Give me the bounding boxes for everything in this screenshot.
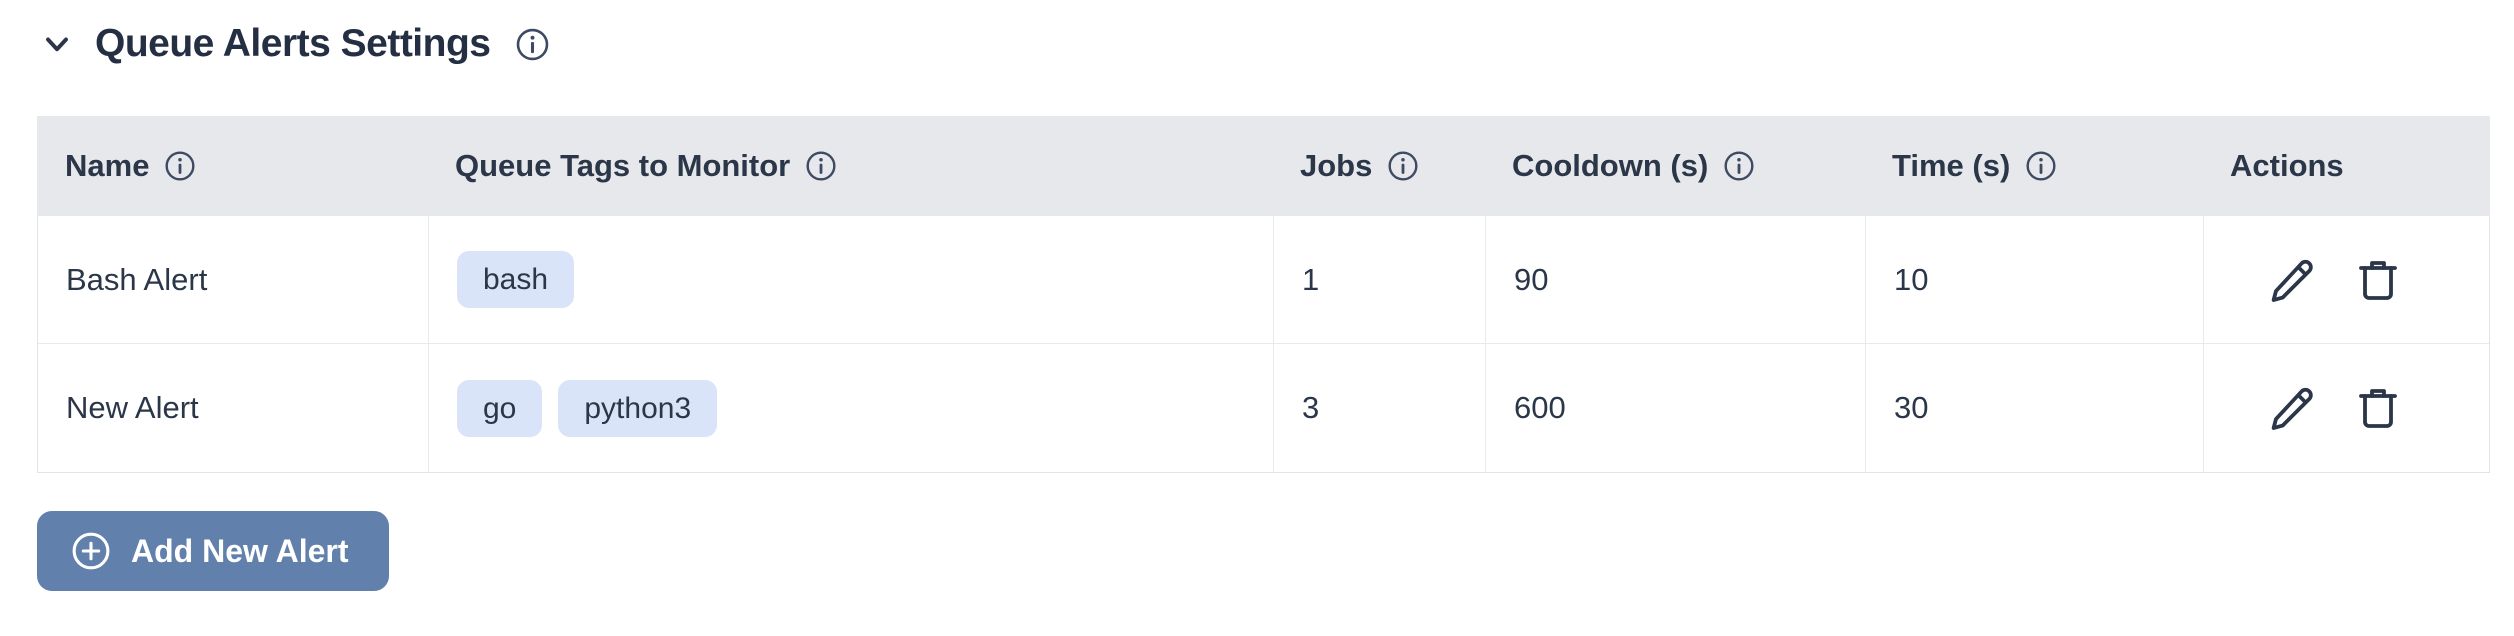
info-icon[interactable] xyxy=(804,149,838,183)
queue-tag: python3 xyxy=(558,379,718,437)
alert-name-cell: Bash Alert xyxy=(66,261,208,297)
queue-tag: bash xyxy=(457,251,575,308)
jobs-cell: 1 xyxy=(1273,216,1485,343)
chevron-down-icon[interactable] xyxy=(39,26,75,62)
plus-circle-icon xyxy=(69,529,113,573)
section-title: Queue Alerts Settings xyxy=(95,22,491,65)
add-new-alert-label: Add New Alert xyxy=(131,532,349,569)
delete-button[interactable] xyxy=(2354,384,2402,432)
column-header-queue-tags: Queue Tags to Monitor xyxy=(427,148,1272,184)
delete-button[interactable] xyxy=(2354,256,2402,304)
cooldown-cell: 600 xyxy=(1485,344,1865,472)
column-header-actions: Actions xyxy=(2202,148,2490,184)
queue-alerts-table: Name Queue Tags to Monitor Jobs Cooldown… xyxy=(37,116,2490,473)
info-icon[interactable] xyxy=(1722,149,1756,183)
actions-cell xyxy=(2203,216,2489,343)
info-icon[interactable] xyxy=(514,26,551,63)
table-row: New Alert go python3 3 600 30 xyxy=(38,344,2489,472)
section-header: Queue Alerts Settings xyxy=(39,20,2514,68)
add-new-alert-button[interactable]: Add New Alert xyxy=(37,511,389,591)
time-cell: 30 xyxy=(1865,344,2203,472)
jobs-cell: 3 xyxy=(1273,344,1485,472)
info-icon[interactable] xyxy=(163,149,197,183)
column-header-label: Actions xyxy=(2230,148,2344,183)
pencil-icon xyxy=(2268,256,2316,304)
table-row: Bash Alert bash 1 90 10 xyxy=(38,216,2489,344)
queue-tags-cell: go python3 xyxy=(428,344,1273,472)
trash-icon xyxy=(2354,384,2402,432)
info-icon[interactable] xyxy=(1386,149,1420,183)
trash-icon xyxy=(2354,256,2402,304)
pencil-icon xyxy=(2268,384,2316,432)
table-body: Bash Alert bash 1 90 10 xyxy=(37,216,2490,473)
table-header-row: Name Queue Tags to Monitor Jobs Cooldown… xyxy=(37,116,2490,216)
alert-name-cell: New Alert xyxy=(66,390,199,425)
column-header-label: Name xyxy=(65,148,150,183)
queue-tag: go xyxy=(457,379,543,437)
column-header-jobs: Jobs xyxy=(1272,148,1484,184)
cooldown-cell: 90 xyxy=(1485,216,1865,343)
actions-cell xyxy=(2203,344,2489,472)
edit-button[interactable] xyxy=(2268,256,2316,304)
time-cell: 10 xyxy=(1865,216,2203,343)
column-header-name: Name xyxy=(37,148,427,184)
edit-button[interactable] xyxy=(2268,384,2316,432)
column-header-cooldown: Cooldown (s) xyxy=(1484,148,1864,184)
column-header-label: Cooldown (s) xyxy=(1512,148,1709,183)
queue-tags-cell: bash xyxy=(428,216,1273,343)
info-icon[interactable] xyxy=(2024,149,2058,183)
column-header-label: Time (s) xyxy=(1892,148,2011,183)
queue-alerts-settings-panel: Queue Alerts Settings Name Queue Tags to… xyxy=(37,20,2514,591)
column-header-label: Queue Tags to Monitor xyxy=(455,148,791,183)
column-header-label: Jobs xyxy=(1300,148,1373,183)
column-header-time: Time (s) xyxy=(1864,148,2202,184)
